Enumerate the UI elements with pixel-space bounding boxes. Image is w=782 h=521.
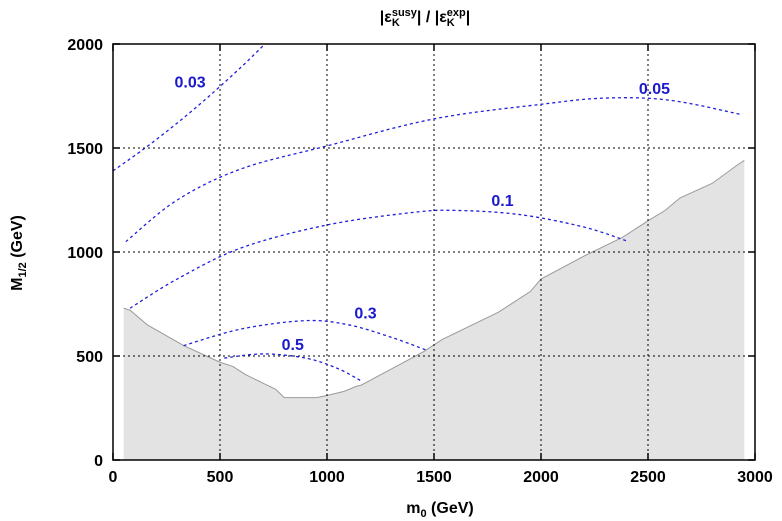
y-tick-label: 0 <box>94 453 103 470</box>
contours <box>113 44 743 382</box>
contour-0.3 <box>183 319 426 351</box>
x-tick-label: 3000 <box>737 469 773 486</box>
y-tick-label: 2000 <box>67 37 103 54</box>
x-tick-label: 500 <box>207 469 234 486</box>
excluded-area <box>123 160 745 461</box>
x-tick-label: 2500 <box>630 469 666 486</box>
x-tick-label: 2000 <box>523 469 559 486</box>
excluded-boundary <box>123 160 745 399</box>
title-sub-1: K <box>392 17 400 29</box>
x-tick-label: 1500 <box>416 469 452 486</box>
y-axis-label: M1/2 (GeV) <box>9 215 29 291</box>
plot-frame <box>112 43 756 461</box>
contour-label-0.5: 0.5 <box>282 337 304 354</box>
title-sup-2: exp <box>447 7 466 19</box>
contour-label-0.03: 0.03 <box>174 75 205 92</box>
contour-labels: 0.03 0.05 0.1 0.3 0.5 <box>174 75 670 354</box>
contour-label-0.1: 0.1 <box>491 193 513 210</box>
y-tick-label: 1500 <box>67 141 103 158</box>
title-sup-1: susy <box>392 7 418 19</box>
x-axis-label: m0 (GeV) <box>406 500 473 520</box>
contour-0.03 <box>113 44 266 172</box>
contour-0.05 <box>125 97 743 243</box>
grid <box>113 44 755 460</box>
contour-label-0.05: 0.05 <box>639 81 670 98</box>
x-tick-label: 1000 <box>309 469 345 486</box>
y-tick-label: 1000 <box>67 245 103 262</box>
excluded-region <box>123 160 745 461</box>
contour-0.5 <box>224 353 362 382</box>
chart-title: |εKsusy| / |εKexp| <box>380 7 470 29</box>
x-tick-label: 0 <box>109 469 118 486</box>
title-sub-2: K <box>447 17 455 29</box>
contour-0.1 <box>129 209 629 309</box>
contour-label-0.3: 0.3 <box>354 306 376 323</box>
y-tick-label: 500 <box>76 349 103 366</box>
ticks: 0 500 1000 1500 2000 2500 3000 0 500 1000 1500 2000 <box>67 37 772 486</box>
